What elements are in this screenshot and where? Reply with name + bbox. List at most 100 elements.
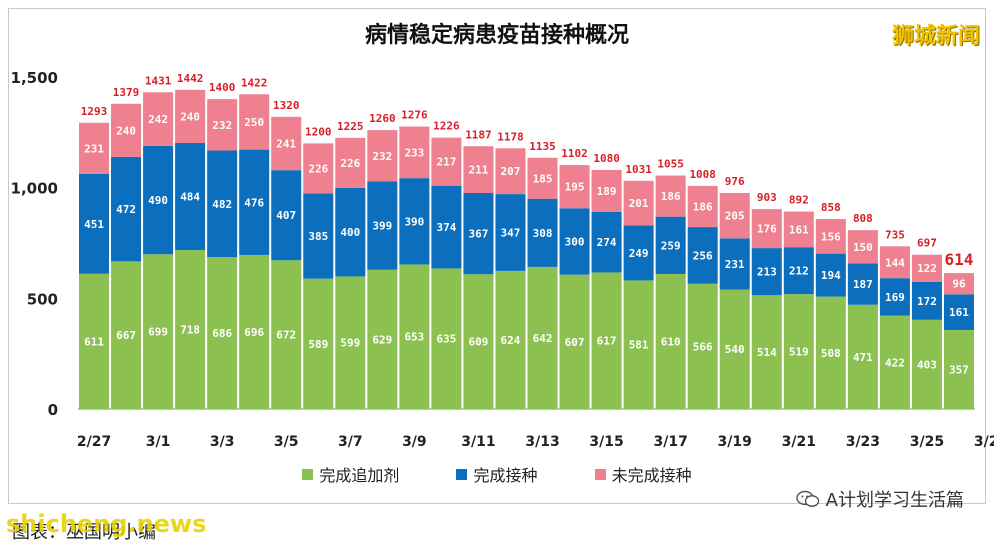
brand-logo: 狮城新闻 [891, 24, 980, 49]
bar-total-label: 1379 [113, 86, 140, 99]
bar-data-label: 241 [276, 138, 296, 151]
bar-segment-unvaccinated [943, 273, 974, 295]
x-tick-label: 3/15 [589, 434, 623, 450]
bar-data-label: 300 [565, 235, 585, 248]
bar-segment-unvaccinated [271, 116, 302, 171]
bar-total-label: 1200 [305, 125, 332, 138]
bar-data-label: 274 [597, 236, 617, 249]
bar-data-label: 201 [629, 197, 649, 210]
bar-segment-booster [911, 319, 942, 409]
legend-label-vaccinated: 完成接种 [473, 466, 538, 485]
bar-segment-unvaccinated [847, 230, 878, 264]
bar-segment-unvaccinated [303, 143, 334, 194]
bar-segment-booster [879, 315, 910, 409]
bar-data-label: 472 [116, 203, 136, 216]
bar-data-label: 195 [565, 181, 585, 194]
bar-segment-vaccinated [463, 192, 494, 275]
legend-swatch-vaccinated [456, 468, 468, 480]
bar-data-label: 367 [469, 228, 489, 241]
bar-total-label: 697 [917, 237, 937, 250]
bar-total-label: 1422 [241, 76, 268, 89]
bar-segment-vaccinated [879, 278, 910, 316]
legend-swatch-unvaccinated [594, 468, 606, 480]
bar-data-label: 508 [821, 347, 841, 360]
bar-data-label: 233 [404, 146, 424, 159]
bar-data-label: 150 [853, 241, 873, 254]
legend-item-booster: 完成追加剂 [302, 462, 399, 486]
bar-total-label: 1080 [593, 152, 620, 165]
bar-segment-vaccinated [687, 227, 718, 284]
bar-data-label: 156 [821, 230, 841, 243]
legend-swatch-booster [302, 468, 314, 480]
bar-segment-unvaccinated [719, 192, 750, 239]
bar-segment-vaccinated [783, 247, 814, 295]
wechat-label: A计划学习生活篇 [825, 490, 964, 511]
bar-data-label: 308 [533, 227, 553, 240]
bar-segment-vaccinated [719, 238, 750, 290]
bar-segment-booster [303, 278, 334, 409]
bar-segment-booster [111, 261, 142, 409]
bar-data-label: 642 [533, 332, 553, 345]
x-tick-label: 3/25 [910, 434, 944, 450]
bar-total-label: 1276 [401, 109, 428, 122]
x-tick-label: 3/17 [653, 434, 687, 450]
bar-data-label: 249 [629, 247, 649, 260]
bar-segment-booster [175, 250, 206, 409]
bar-data-label: 390 [404, 215, 424, 228]
bar-data-label: 451 [84, 218, 104, 231]
bar-segment-vaccinated [239, 149, 270, 255]
bar-segment-unvaccinated [783, 211, 814, 248]
bar-data-label: 540 [725, 343, 745, 356]
bar-data-label: 187 [853, 278, 873, 291]
bar-data-label: 617 [597, 335, 617, 348]
bar-segment-vaccinated [591, 211, 622, 273]
bar-total-label: 1187 [465, 128, 492, 141]
bar-data-label: 250 [244, 116, 264, 129]
bar-data-label: 672 [276, 329, 296, 342]
bar-total-label: 614 [945, 250, 974, 269]
bar-data-label: 144 [885, 256, 905, 269]
bar-data-label: 176 [757, 223, 777, 236]
bar-data-label: 185 [533, 172, 553, 185]
bar-data-label: 207 [501, 165, 521, 178]
bar-segment-unvaccinated [79, 122, 110, 174]
bar-segment-booster [239, 254, 270, 409]
bar-data-label: 599 [340, 337, 360, 350]
bar-segment-unvaccinated [591, 169, 622, 212]
bar-segment-vaccinated [207, 150, 238, 258]
bar-data-label: 186 [661, 190, 681, 203]
bar-total-label: 1135 [529, 140, 556, 153]
x-tick-label: 3/1 [146, 434, 171, 450]
legend-item-unvaccinated: 未完成接种 [594, 462, 692, 486]
bar-data-label: 226 [340, 157, 360, 170]
bar-segment-unvaccinated [335, 137, 366, 188]
bar-segment-booster [751, 295, 782, 409]
bar-data-label: 213 [757, 266, 777, 279]
bar-data-label: 400 [340, 226, 360, 239]
bar-data-label: 194 [821, 269, 841, 282]
bar-data-label: 609 [469, 336, 489, 349]
bar-segment-booster [783, 294, 814, 409]
bar-data-label: 385 [308, 230, 328, 243]
bar-total-label: 735 [885, 228, 905, 241]
bar-segment-booster [367, 269, 398, 409]
bar-segment-unvaccinated [175, 89, 206, 143]
bar-segment-booster [79, 273, 110, 409]
chart-title: 病情稳定病患疫苗接种概况 [364, 23, 629, 48]
bar-data-label: 186 [693, 200, 713, 213]
bar-data-label: 482 [212, 198, 232, 211]
bar-data-label: 172 [917, 295, 937, 308]
bar-segment-booster [719, 289, 750, 409]
bar-data-label: 422 [885, 356, 905, 369]
bar-segment-booster [623, 280, 654, 409]
bar-data-label: 490 [148, 194, 168, 207]
bar-data-label: 256 [693, 249, 713, 262]
bar-segment-booster [495, 270, 526, 409]
bar-data-label: 624 [501, 334, 521, 347]
bar-segment-booster [815, 296, 846, 409]
bar-segment-booster [655, 273, 686, 409]
bar-data-label: 169 [885, 291, 905, 304]
x-tick-label: 3/27 [974, 434, 994, 450]
bar-segment-unvaccinated [239, 94, 270, 150]
